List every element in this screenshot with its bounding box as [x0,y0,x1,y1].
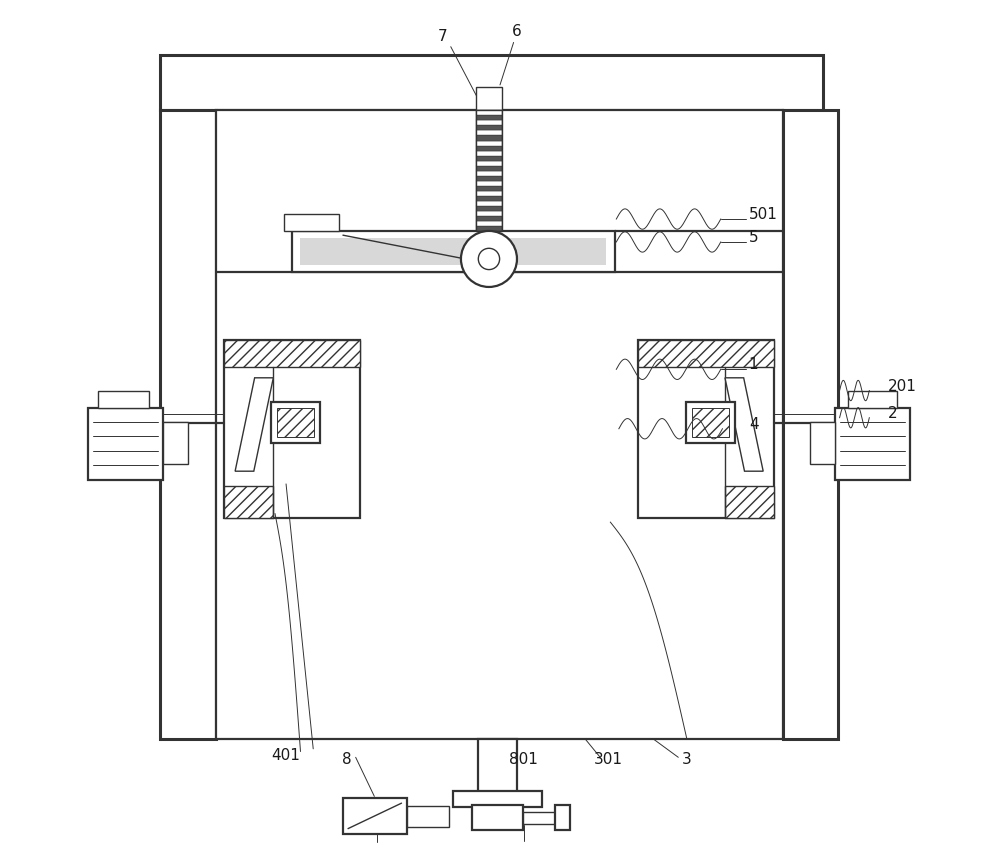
Text: 501: 501 [749,207,778,222]
Text: 201: 201 [888,379,917,394]
Polygon shape [235,378,273,471]
Text: 801: 801 [509,752,538,767]
Bar [300,238,606,265]
Bar [686,402,735,443]
Text: 7: 7 [437,29,447,44]
Bar [523,812,557,824]
Bar [476,87,502,110]
Bar [284,214,339,231]
Bar [848,391,897,408]
Bar [476,176,502,181]
Bar [478,739,517,794]
Text: 6: 6 [512,24,522,39]
Bar [476,150,502,155]
Bar [476,155,502,160]
Bar [476,221,502,226]
Bar [725,486,774,518]
Bar [472,805,523,830]
Bar [160,55,823,110]
Bar [476,191,502,196]
Bar [163,422,188,464]
Text: 1: 1 [749,357,758,373]
Circle shape [478,248,500,270]
Bar [224,340,360,518]
Bar [476,211,502,216]
Text: 4: 4 [749,417,758,432]
Bar [476,186,502,191]
Bar [638,340,774,367]
Bar [216,110,783,739]
Bar [476,171,502,176]
Bar [224,340,360,367]
Text: 3: 3 [682,752,692,767]
Bar [476,160,502,166]
Bar [160,110,216,739]
Bar [476,145,502,150]
Bar [476,141,502,145]
Bar [407,806,449,827]
Bar [810,422,835,464]
Bar [98,391,149,408]
Bar [277,408,314,437]
Polygon shape [725,378,763,471]
Bar [453,791,542,807]
Bar [476,121,502,126]
Bar [835,408,910,480]
Bar [476,110,502,231]
Bar [476,115,502,121]
Text: 2: 2 [888,406,898,421]
Bar [224,486,273,518]
Bar [343,798,407,834]
Bar [783,110,838,739]
Bar [476,131,502,136]
Bar [476,201,502,205]
Bar [638,340,774,518]
Bar [271,402,320,443]
Bar [692,408,729,437]
Bar [476,196,502,201]
Bar [555,805,570,830]
Bar [476,110,502,115]
Bar [476,226,502,231]
Text: 301: 301 [594,752,623,767]
Text: 401: 401 [272,748,300,763]
Circle shape [461,231,517,287]
Text: 8: 8 [342,752,352,767]
Bar [476,181,502,186]
Bar [476,126,502,131]
Bar [292,231,615,272]
Bar [476,136,502,141]
Bar [476,216,502,221]
Bar [88,408,163,480]
Text: 5: 5 [749,230,758,245]
Bar [476,205,502,211]
Bar [476,166,502,171]
